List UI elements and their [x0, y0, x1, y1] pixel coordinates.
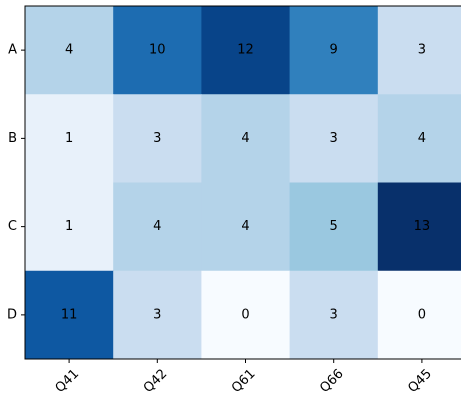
y-tick-label: A — [8, 43, 17, 58]
cell-value-label: 3 — [153, 131, 161, 146]
x-tick-label: Q45 — [405, 366, 435, 396]
heatmap-cell — [25, 182, 114, 272]
heatmap-cell — [377, 94, 461, 183]
heatmap-cells — [25, 6, 461, 360]
heatmap-cell — [201, 94, 291, 183]
y-tick-label: B — [8, 131, 17, 146]
cell-value-label: 4 — [418, 131, 426, 146]
cell-value-label: 9 — [330, 43, 338, 58]
cell-value-label: 4 — [153, 219, 161, 234]
x-tick-label: Q61 — [229, 366, 259, 396]
y-tick-label: C — [8, 219, 17, 234]
heatmap-cell — [289, 94, 379, 183]
heatmap-cell — [113, 270, 202, 360]
x-tick-label: Q66 — [317, 366, 347, 396]
cell-value-label: 12 — [237, 43, 254, 58]
cell-value-label: 3 — [418, 43, 426, 58]
cell-value-label: 4 — [65, 43, 73, 58]
cell-value-label: 4 — [241, 131, 249, 146]
cell-value-label: 1 — [65, 219, 73, 234]
heatmap-cell — [377, 6, 461, 95]
y-axis: A B C D — [7, 43, 25, 322]
heatmap-cell — [289, 182, 379, 272]
cell-value-label: 3 — [330, 131, 338, 146]
heatmap-cell — [113, 182, 202, 272]
cell-value-label: 10 — [149, 43, 166, 58]
heatmap-cell — [113, 6, 202, 95]
heatmap-cell — [377, 270, 461, 360]
cell-value-label: 5 — [330, 219, 338, 234]
cell-value-label: 1 — [65, 131, 73, 146]
cell-value-label: 0 — [241, 307, 249, 322]
cell-value-label: 3 — [330, 307, 338, 322]
cell-value-label: 3 — [153, 307, 161, 322]
heatmap-cell — [25, 270, 114, 360]
x-tick-label: Q42 — [141, 366, 171, 396]
heatmap-cell — [289, 6, 379, 95]
heatmap-cell — [25, 94, 114, 183]
heatmap-cell — [201, 182, 291, 272]
x-axis: Q41 Q42 Q61 Q66 Q45 — [53, 359, 435, 396]
heatmap-cell — [289, 270, 379, 360]
cell-value-label: 4 — [241, 219, 249, 234]
cell-value-label: 0 — [418, 307, 426, 322]
x-tick-label: Q41 — [53, 366, 83, 396]
heatmap-cell — [25, 6, 114, 95]
heatmap-cell — [201, 270, 291, 360]
heatmap-cell — [377, 182, 461, 272]
cell-value-label: 13 — [414, 219, 431, 234]
y-tick-label: D — [7, 307, 17, 322]
heatmap-cell — [201, 6, 291, 95]
heatmap-cell — [113, 94, 202, 183]
cell-value-label: 11 — [61, 307, 78, 322]
